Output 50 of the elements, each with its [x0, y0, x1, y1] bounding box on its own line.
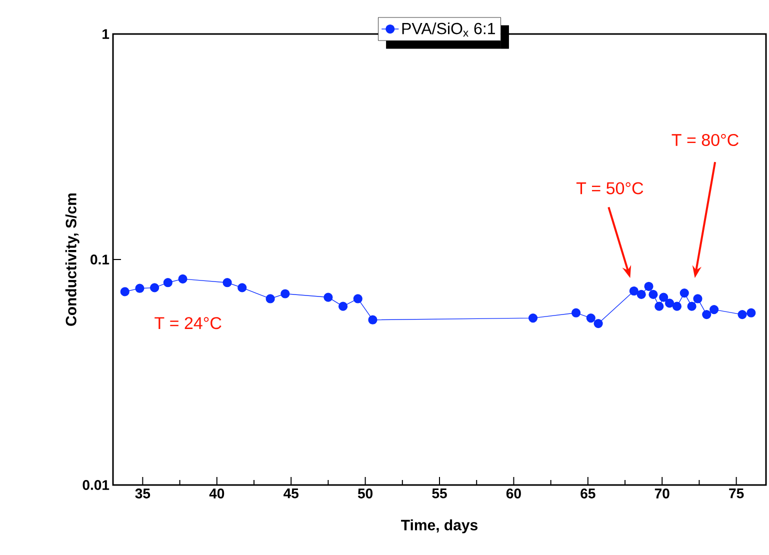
x-tick-label: 55 — [432, 488, 447, 498]
point — [238, 283, 247, 292]
point — [135, 284, 144, 293]
point — [659, 292, 668, 302]
point — [648, 290, 658, 299]
annotation: T = 24°C — [154, 317, 222, 330]
point — [280, 289, 290, 298]
point — [178, 274, 188, 284]
point — [586, 314, 596, 323]
point — [654, 302, 664, 311]
point — [693, 294, 702, 304]
y-tick-label: 1 — [102, 29, 110, 39]
point — [702, 310, 712, 320]
point — [746, 308, 756, 318]
x-tick-label: 70 — [654, 488, 670, 498]
point — [687, 302, 696, 311]
point — [528, 314, 538, 323]
y-tick-label: 0.1 — [90, 254, 110, 264]
legend-label: PVA/SiO$_{x}$ 6:1 — [402, 22, 495, 37]
x-axis-title: Time, days — [401, 519, 478, 534]
point — [324, 292, 333, 302]
point — [629, 286, 638, 296]
x-tick-label: 50 — [358, 488, 373, 498]
point — [163, 278, 172, 288]
point — [120, 287, 130, 296]
point — [644, 282, 654, 291]
x-tick-label: 35 — [135, 488, 150, 498]
point — [664, 298, 674, 308]
annotation: T = 50°C — [576, 182, 644, 194]
point — [710, 304, 719, 314]
point — [636, 290, 646, 299]
point — [338, 302, 348, 311]
point — [368, 315, 378, 324]
x-tick-label: 75 — [729, 488, 744, 498]
x-tick-label: 60 — [506, 488, 521, 498]
point — [353, 294, 362, 304]
y-tick-label: 0.01 — [82, 480, 110, 490]
x-tick-label: 40 — [209, 488, 224, 498]
point — [594, 318, 603, 328]
point — [571, 308, 581, 318]
x-tick-label: 45 — [284, 488, 298, 498]
point — [672, 302, 682, 311]
x-tick-label: 65 — [580, 488, 596, 498]
point — [738, 310, 747, 320]
point — [680, 288, 689, 298]
point — [222, 278, 232, 288]
point — [266, 294, 275, 304]
point — [150, 283, 160, 292]
y-axis-title: Conductivity, S/cm — [65, 193, 80, 326]
annotation: T = 80°C — [672, 134, 738, 146]
